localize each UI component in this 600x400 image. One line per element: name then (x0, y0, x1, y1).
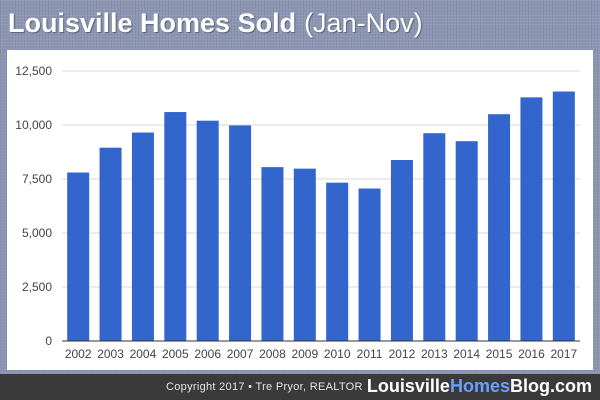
bar-2013 (423, 133, 446, 341)
bar-2005 (164, 112, 187, 341)
bar-chart: 0 2,500 5,000 7,500 10,000 12,500 2002 2003 2004… (15, 64, 580, 361)
x-tick-label: 2013 (421, 347, 448, 361)
bar-2007 (229, 125, 252, 341)
y-tick-label: 5,000 (22, 226, 52, 240)
x-tick-label: 2017 (550, 347, 577, 361)
bar-2016 (520, 97, 543, 341)
y-tick-label: 7,500 (22, 172, 52, 186)
bar-2010 (326, 182, 349, 341)
brand-part-1: Louisville (366, 376, 450, 396)
x-tick-label: 2004 (130, 347, 157, 361)
brand-logo: Louisville Homes Blog.com (367, 376, 592, 397)
bar-2003 (99, 147, 122, 341)
brand-part-3: Blog.com (509, 376, 592, 396)
bar-2009 (293, 168, 316, 341)
bar-2015 (488, 114, 511, 341)
bar-2012 (390, 159, 413, 341)
y-tick-label: 12,500 (15, 64, 52, 78)
y-tick-label: 10,000 (15, 118, 52, 132)
x-tick-label: 2010 (324, 347, 351, 361)
x-tick-label: 2007 (227, 347, 254, 361)
x-tick-label: 2008 (259, 347, 286, 361)
y-tick-label: 2,500 (22, 280, 52, 294)
x-tick-label: 2002 (65, 347, 92, 361)
bar-2006 (196, 120, 219, 342)
bar-2008 (261, 167, 284, 341)
bar-2014 (455, 141, 478, 341)
bar-2004 (131, 132, 154, 341)
brand-part-2: Homes (449, 376, 510, 396)
x-tick-label: 2006 (194, 347, 221, 361)
chart-title-main: Louisville Homes Sold (8, 8, 297, 38)
chart-panel: 0 2,500 5,000 7,500 10,000 12,500 2002 2003 2004… (7, 50, 593, 370)
x-tick-label: 2015 (486, 347, 513, 361)
y-tick-label: 0 (45, 334, 52, 348)
x-tick-label: 2012 (389, 347, 416, 361)
copyright-text: Copyright 2017 • Tre Pryor, REALTOR (166, 381, 363, 393)
bar-2002 (67, 172, 90, 341)
chart-title-subtitle: (Jan-Nov) (304, 8, 423, 38)
x-tick-label: 2009 (291, 347, 318, 361)
x-tick-label: 2005 (162, 347, 189, 361)
x-tick-label: 2003 (97, 347, 124, 361)
footer-bar: Copyright 2017 • Tre Pryor, REALTOR Loui… (0, 374, 600, 400)
x-tick-label: 2014 (453, 347, 480, 361)
chart-title: Louisville Homes Sold (Jan-Nov) (8, 8, 568, 48)
bar-2017 (552, 91, 575, 341)
bar-2011 (358, 188, 381, 341)
x-tick-label: 2011 (357, 347, 383, 361)
x-tick-label: 2016 (518, 347, 545, 361)
